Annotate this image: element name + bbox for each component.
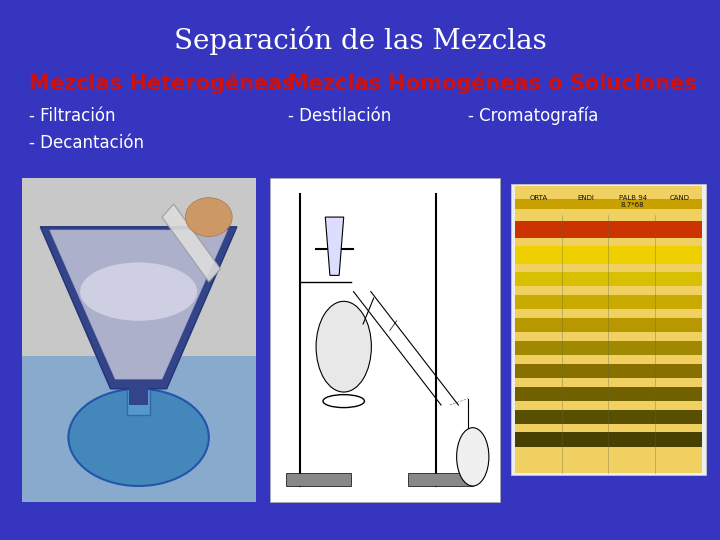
Text: ENDI: ENDI — [577, 195, 595, 201]
Bar — [511, 184, 706, 475]
Bar — [515, 433, 702, 447]
Text: - Destilación: - Destilación — [288, 107, 391, 125]
Bar — [130, 379, 148, 405]
Bar — [515, 246, 702, 264]
Text: - Cromatografía: - Cromatografía — [468, 107, 598, 125]
Text: PALB 94
8.7*68: PALB 94 8.7*68 — [618, 195, 647, 208]
Bar — [22, 178, 256, 356]
Text: Separación de las Mezclas: Separación de las Mezclas — [174, 26, 546, 55]
Bar — [515, 221, 702, 238]
Bar — [286, 473, 351, 486]
Text: - Decantación: - Decantación — [29, 134, 144, 152]
Bar — [515, 387, 702, 401]
Bar — [127, 389, 150, 415]
Polygon shape — [50, 230, 228, 379]
Ellipse shape — [316, 301, 372, 392]
Bar — [270, 178, 500, 502]
Bar — [515, 186, 702, 472]
Bar — [515, 318, 702, 332]
Bar — [515, 364, 702, 378]
Polygon shape — [162, 204, 220, 282]
Ellipse shape — [185, 198, 232, 237]
Bar — [515, 199, 702, 209]
Polygon shape — [40, 227, 237, 389]
Text: CAND: CAND — [670, 195, 690, 201]
Text: Mezclas Homogéneas o Soluciones: Mezclas Homogéneas o Soluciones — [288, 73, 697, 94]
Text: - Filtración: - Filtración — [29, 107, 115, 125]
Ellipse shape — [68, 389, 209, 486]
Bar — [515, 341, 702, 355]
Text: Mezclas Heterogéneas: Mezclas Heterogéneas — [29, 73, 294, 94]
Bar — [515, 409, 702, 424]
Polygon shape — [325, 217, 343, 275]
Bar — [515, 295, 702, 309]
Bar — [515, 272, 702, 286]
Ellipse shape — [456, 428, 489, 486]
Bar — [22, 356, 256, 502]
Text: ORTA: ORTA — [530, 195, 548, 201]
Ellipse shape — [80, 262, 197, 321]
Bar — [408, 473, 473, 486]
